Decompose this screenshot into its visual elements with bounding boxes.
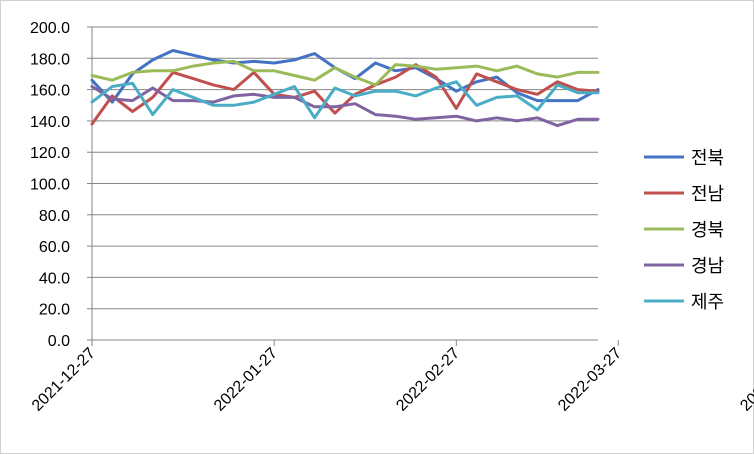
y-tick-label: 60.0 <box>39 239 70 256</box>
y-tick-label: 140.0 <box>30 114 70 131</box>
legend-label: 전북 <box>691 148 724 169</box>
y-tick-label: 160.0 <box>30 83 70 100</box>
series-line-5 <box>90 80 600 120</box>
y-tick-label: 80.0 <box>39 208 70 225</box>
gridlines <box>92 26 598 310</box>
y-tick-label: 0.0 <box>48 333 70 350</box>
y-tick-label: 40.0 <box>39 270 70 287</box>
x-tick-label: 2021-12-27 <box>29 345 99 415</box>
series-lines <box>90 49 600 128</box>
legend-label: 전남 <box>691 184 724 205</box>
y-tick-label: 120.0 <box>30 145 70 162</box>
x-axis-tick-labels: 2021-12-27 2022-01-27 2022-02-27 2022-03-27… <box>29 345 754 415</box>
series-line-4 <box>90 85 600 128</box>
x-tick-label: 2022-03-27 <box>555 345 625 415</box>
x-tick-label: 2022-01-27 <box>211 345 281 415</box>
legend-label: 경남 <box>691 256 724 277</box>
axes <box>87 26 619 346</box>
series-line-3 <box>90 59 600 87</box>
y-tick-label: 100.0 <box>30 177 70 194</box>
y-tick-label: 200.0 <box>30 20 70 37</box>
y-axis-tick-labels: 0.0 20.0 40.0 60.0 80.0 100.0 120.0 140.0 160.0 1… <box>30 20 70 350</box>
legend-label: 경북 <box>691 220 724 241</box>
y-tick-label: 20.0 <box>39 302 70 319</box>
y-tick-label: 180.0 <box>30 51 70 68</box>
legend-label: 제주 <box>691 292 724 313</box>
series-line-2 <box>90 63 600 126</box>
x-tick-label: 2022-04-27 <box>737 345 754 415</box>
x-tick-label: 2022-02-27 <box>393 345 463 415</box>
